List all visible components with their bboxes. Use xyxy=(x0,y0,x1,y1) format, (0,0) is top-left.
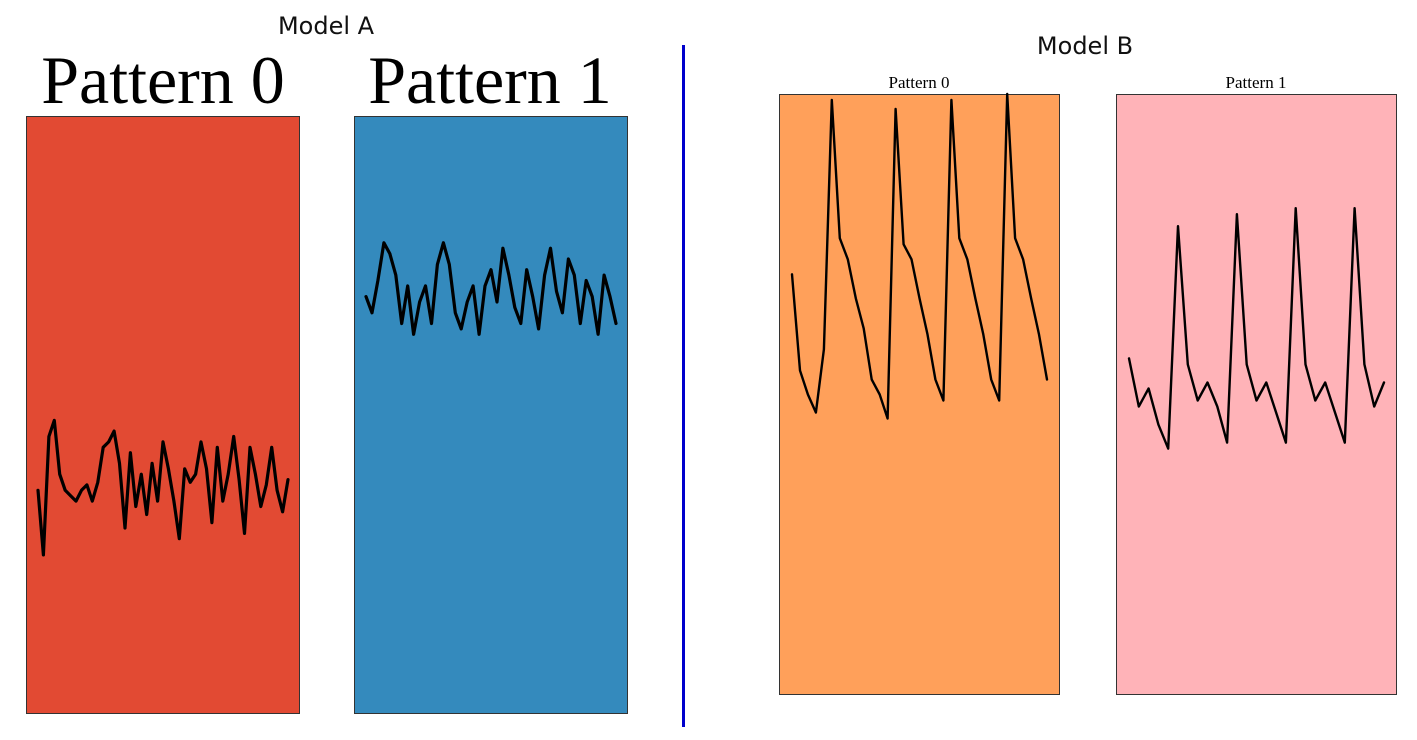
series-line xyxy=(36,418,290,557)
panel-background xyxy=(779,94,1060,695)
model-b-pattern-0-title: Pattern 0 xyxy=(888,73,950,92)
model-b-title: Model B xyxy=(1036,32,1134,60)
model-a-title: Model A xyxy=(277,12,375,40)
model-b-pattern-1-panel xyxy=(1116,94,1397,695)
model-divider xyxy=(682,45,685,727)
model-a-pattern-0-panel xyxy=(26,116,300,714)
model-b-pattern-1-title: Pattern 1 xyxy=(1225,73,1287,92)
series-line xyxy=(1127,207,1386,450)
model-b-pattern-0-panel xyxy=(779,92,1060,695)
panel-background xyxy=(354,116,628,714)
model-a-pattern-1-title: Pattern 1 xyxy=(368,42,612,118)
series-line xyxy=(364,241,618,336)
model-a-pattern-1-panel xyxy=(354,116,628,714)
series-line xyxy=(790,92,1049,420)
model-a-pattern-0-title: Pattern 0 xyxy=(41,42,285,118)
panel-background xyxy=(1116,94,1397,695)
panel-background xyxy=(26,116,300,714)
